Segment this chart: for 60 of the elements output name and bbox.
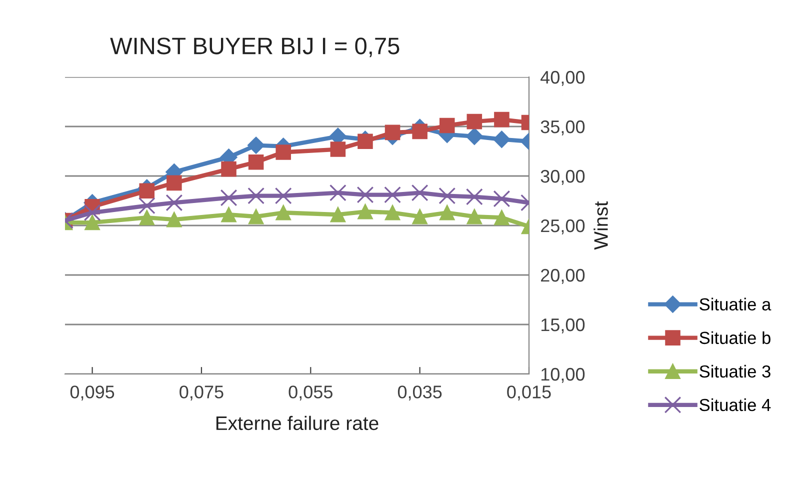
point	[439, 204, 455, 220]
legend-label: Situatie b	[700, 331, 770, 344]
legend-label: Situatie 3	[700, 364, 770, 378]
point	[166, 194, 183, 212]
point	[466, 208, 482, 224]
x-axis-title: Externe failure rate	[216, 416, 378, 430]
point	[248, 136, 265, 154]
y-tick-label: 25,00	[541, 219, 585, 234]
point	[166, 175, 182, 191]
point	[84, 214, 100, 230]
point	[330, 142, 346, 157]
x-tick-label: 0,035	[398, 386, 442, 401]
point	[356, 186, 374, 204]
y-tick-label: 35,00	[540, 120, 585, 136]
point	[248, 154, 264, 170]
point	[220, 189, 238, 206]
y-tick-label: 20,00	[541, 268, 585, 284]
point	[412, 208, 428, 224]
point	[276, 204, 291, 220]
point	[138, 197, 156, 214]
y-axis-title: Winst	[594, 201, 608, 250]
point	[221, 161, 236, 177]
point	[466, 188, 483, 206]
point	[358, 204, 373, 220]
point	[84, 204, 101, 222]
point	[248, 208, 264, 224]
point	[384, 186, 402, 204]
y-tick-label: 15,00	[541, 318, 585, 334]
legend-label: Situatie 4	[700, 398, 771, 412]
point	[493, 130, 510, 148]
point	[274, 187, 292, 204]
x-tick-label: 0,075	[180, 386, 224, 401]
x-tick-label: 0,015	[507, 386, 551, 401]
y-tick-label: 10,00	[541, 368, 585, 383]
point	[221, 206, 236, 222]
point	[384, 204, 400, 220]
chart-title: WINST BUYER BIJ I = 0,75	[110, 38, 400, 58]
point	[166, 212, 182, 228]
x-tick-label: 0,055	[288, 386, 332, 401]
point	[466, 128, 483, 145]
point	[358, 134, 373, 149]
y-tick-label: 30,00	[540, 170, 585, 185]
point	[493, 190, 510, 208]
point	[139, 183, 155, 198]
point	[438, 187, 456, 204]
legend-label: Situatie a	[700, 298, 772, 311]
point	[411, 184, 428, 202]
point	[494, 210, 510, 226]
x-tick-label: 0,095	[70, 386, 114, 401]
point	[384, 124, 400, 140]
point	[248, 187, 265, 204]
point	[330, 206, 346, 222]
point	[276, 144, 291, 160]
y-tick-label: 40,00	[540, 70, 585, 86]
point	[329, 184, 346, 202]
point	[466, 114, 482, 130]
point	[139, 210, 155, 226]
point	[439, 118, 455, 134]
point	[412, 124, 428, 140]
point	[494, 112, 510, 128]
